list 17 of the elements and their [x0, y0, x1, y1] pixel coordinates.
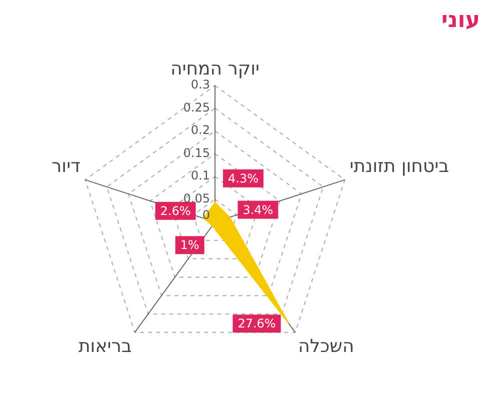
data-label: 2.6%	[160, 204, 191, 218]
spoke-label: יוקר המחיה	[170, 58, 260, 80]
y-tick-label: 0.1	[190, 168, 210, 183]
data-label: 27.6%	[238, 316, 276, 331]
chart-title: עוני	[441, 8, 480, 33]
spoke-label: דיור	[52, 156, 81, 178]
y-tick-label: 0.2	[190, 123, 210, 138]
data-label: 3.4%	[242, 202, 274, 217]
data-label: 1%	[180, 238, 200, 252]
y-tick-label: 0.25	[183, 100, 210, 114]
y-tick-label: 0.05	[183, 191, 210, 206]
spoke-label: בריאות	[78, 336, 132, 357]
y-tick-label: 0.3	[190, 78, 210, 92]
spoke-label: ביטחון תזונתי	[350, 156, 449, 178]
y-tick-label: 0.15	[183, 146, 210, 160]
data-label: 4.3%	[228, 172, 258, 186]
spoke-label: השכלה	[298, 336, 354, 357]
